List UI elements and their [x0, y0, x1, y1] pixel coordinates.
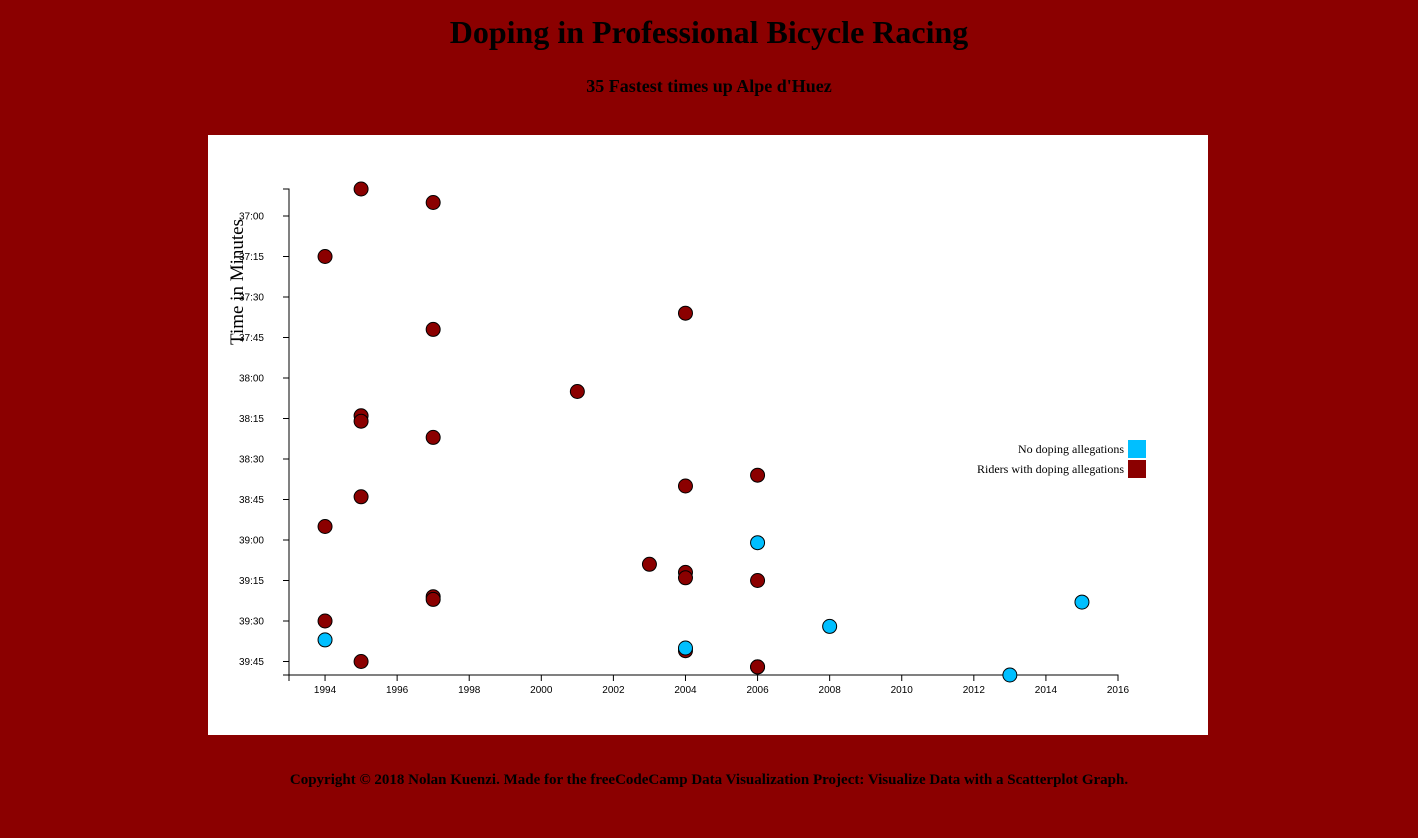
legend-label: No doping allegations — [1018, 442, 1124, 456]
legend-swatch — [1128, 460, 1146, 478]
legend: No doping allegations Riders with doping … — [977, 440, 1146, 478]
data-point-doping[interactable] — [317, 519, 333, 534]
data-point-no-doping[interactable] — [1002, 667, 1018, 683]
y-tick-label: 38:30 — [239, 455, 264, 466]
y-tick-label: 39:00 — [239, 536, 264, 547]
y-tick-label: 37:15 — [239, 252, 264, 263]
x-tick-label: 1994 — [314, 685, 337, 696]
y-tick-label: 37:00 — [239, 212, 264, 223]
data-point-doping[interactable] — [425, 429, 441, 445]
data-point-no-doping[interactable] — [822, 618, 838, 634]
data-point-doping[interactable] — [317, 249, 333, 264]
y-tick-label: 39:15 — [239, 576, 264, 587]
data-point-doping[interactable] — [425, 591, 441, 607]
y-tick-label: 38:15 — [239, 414, 264, 425]
data-point-doping[interactable] — [750, 659, 766, 675]
data-point-no-doping[interactable] — [317, 632, 333, 648]
y-tick-label: 39:45 — [239, 657, 264, 668]
x-tick-label: 2014 — [1035, 685, 1058, 696]
x-axis: 1994 1996 1998 2000 2002 2004 2006 2008 2010 2012… — [288, 674, 1130, 696]
x-tick-label: 2006 — [746, 685, 769, 696]
data-point-doping[interactable] — [425, 195, 441, 210]
scatterplot: 1994 1996 1998 2000 2002 2004 2006 2008 2010 2012… — [227, 181, 1146, 696]
x-axis-line — [288, 674, 1119, 681]
data-point-doping[interactable] — [353, 181, 369, 197]
y-tick-label: 37:30 — [239, 293, 264, 304]
data-point-doping[interactable] — [353, 489, 369, 505]
data-point-no-doping[interactable] — [1074, 594, 1090, 610]
data-point-doping[interactable] — [425, 321, 441, 337]
data-point-doping[interactable] — [750, 467, 766, 483]
y-axis: 37:00 37:15 37:30 37:45 38:00 38:15 38:30 38:45… — [239, 188, 290, 676]
x-tick-label: 2016 — [1107, 685, 1130, 696]
footer-copyright: Copyright © 2018 Nolan Kuenzi. Made for … — [289, 772, 1129, 788]
x-tick-label: 2002 — [602, 685, 625, 696]
y-tick-label: 38:00 — [239, 374, 264, 385]
data-point-doping[interactable] — [641, 556, 657, 572]
data-point-no-doping[interactable] — [750, 535, 766, 551]
y-tick-label: 38:45 — [239, 495, 264, 506]
legend-label: Riders with doping allegations — [977, 462, 1124, 476]
data-point-doping[interactable] — [750, 573, 766, 588]
chart-subtitle: 35 Fastest times up Alpe d'Huez — [586, 76, 832, 96]
x-tick-label: 1996 — [386, 685, 409, 696]
x-tick-label: 2010 — [891, 685, 914, 696]
x-tick-label: 1998 — [458, 685, 481, 696]
data-point-doping[interactable] — [569, 384, 585, 399]
chart-container: 1994 1996 1998 2000 2002 2004 2006 2008 2010 2012… — [208, 135, 1208, 735]
x-tick-label: 2008 — [819, 685, 842, 696]
y-tick-label: 37:45 — [239, 333, 264, 344]
data-point-doping[interactable] — [317, 613, 333, 629]
data-point-no-doping[interactable] — [677, 640, 693, 656]
data-point-doping[interactable] — [677, 570, 693, 586]
x-tick-label: 2004 — [674, 685, 697, 696]
chart-title: Doping in Professional Bicycle Racing — [449, 14, 969, 50]
y-axis-label: Time in Minutes — [227, 219, 248, 345]
data-point-doping[interactable] — [677, 478, 693, 494]
x-tick-label: 2000 — [530, 685, 553, 696]
legend-swatch — [1128, 440, 1146, 458]
data-point-doping[interactable] — [677, 305, 693, 321]
x-tick-label: 2012 — [963, 685, 986, 696]
y-tick-label: 39:30 — [239, 617, 264, 628]
data-points — [317, 181, 1090, 683]
data-point-doping[interactable] — [353, 413, 369, 429]
data-point-doping[interactable] — [353, 654, 369, 669]
y-axis-line — [283, 188, 290, 676]
